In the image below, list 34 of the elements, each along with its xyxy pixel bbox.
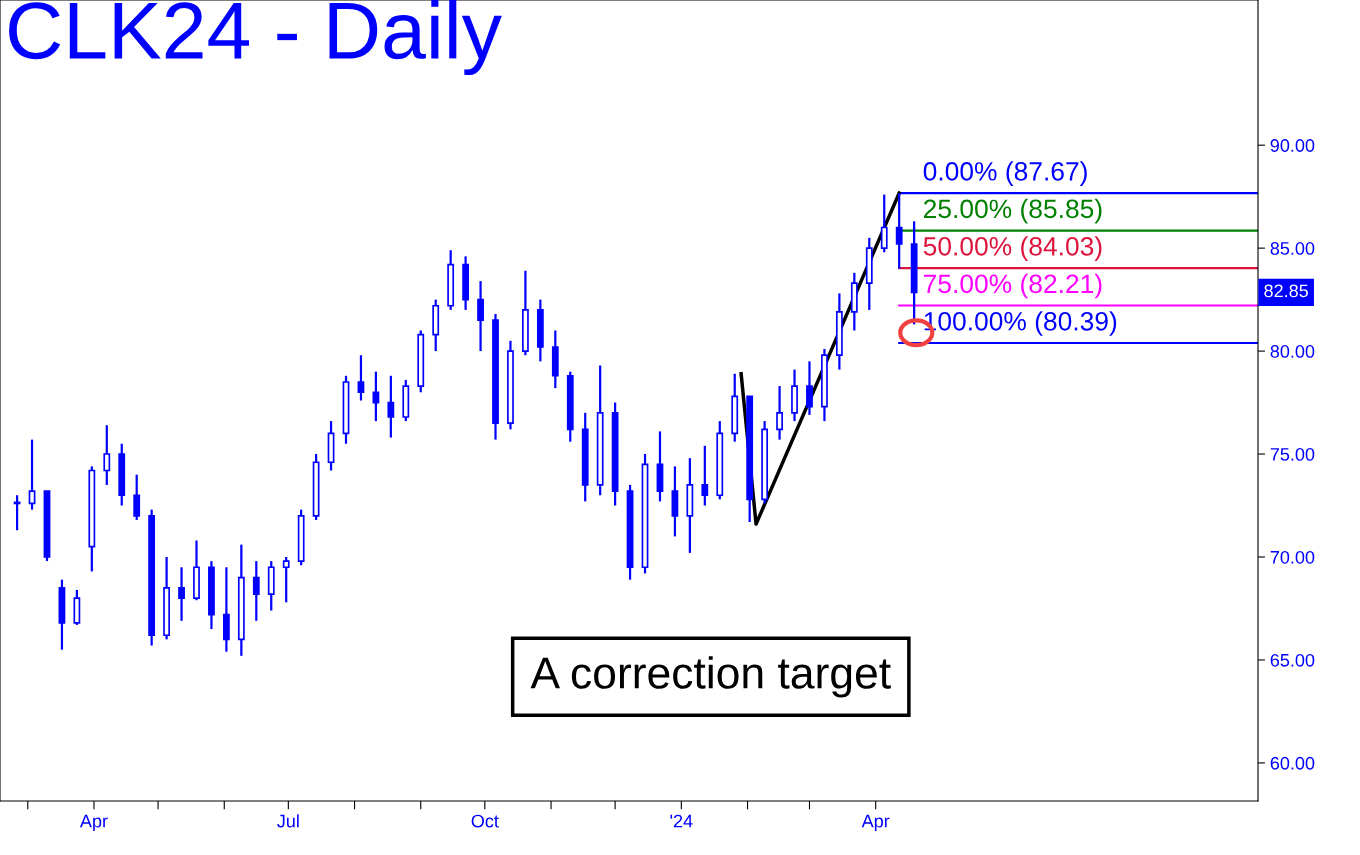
ref-line-label: 100.00% (80.39) [924, 311, 1117, 336]
candlestick [880, 193, 888, 254]
candlestick [178, 566, 185, 622]
candlestick [103, 424, 111, 487]
candlestick [776, 384, 783, 441]
annotation: A correction target [530, 656, 891, 698]
ref-line-label: 50.00% (84.03) [923, 236, 1102, 261]
ref-line-label: 75.00% (82.21) [924, 273, 1102, 299]
y-tick-label: 70.00 [1270, 550, 1315, 564]
x-tick-label: '24 [670, 814, 693, 828]
y-tick-label: 90.00 [1270, 139, 1315, 152]
y-tick-label: 75.00 [1270, 447, 1315, 461]
y-tick-label: 85.00 [1270, 242, 1315, 255]
x-tick-label: Oct [471, 814, 499, 828]
ref-line-label: 25.00% (85.85) [924, 198, 1102, 224]
candlestick [701, 444, 709, 507]
x-tick-label: Apr [861, 814, 890, 832]
chart-title: CLK24 - Daily [9, 0, 502, 76]
x-tick-label: Apr [79, 814, 108, 832]
candlestick [477, 279, 484, 353]
candlestick [806, 360, 813, 417]
x-tick-label: Jul [277, 814, 299, 828]
ref-line-label: 0.00% (87.67) [923, 161, 1087, 186]
text: 82.85 [1264, 284, 1308, 298]
candlestick [282, 555, 290, 604]
candlestick [252, 560, 260, 622]
candlestick [387, 374, 395, 439]
y-tick-label: 60.00 [1270, 756, 1315, 770]
candlestick [133, 473, 141, 522]
candlestick [357, 354, 365, 402]
y-tick-label: 65.00 [1270, 653, 1315, 667]
candlestick [28, 438, 36, 511]
candlestick [372, 370, 380, 423]
y-tick-label: 80.00 [1270, 345, 1315, 358]
